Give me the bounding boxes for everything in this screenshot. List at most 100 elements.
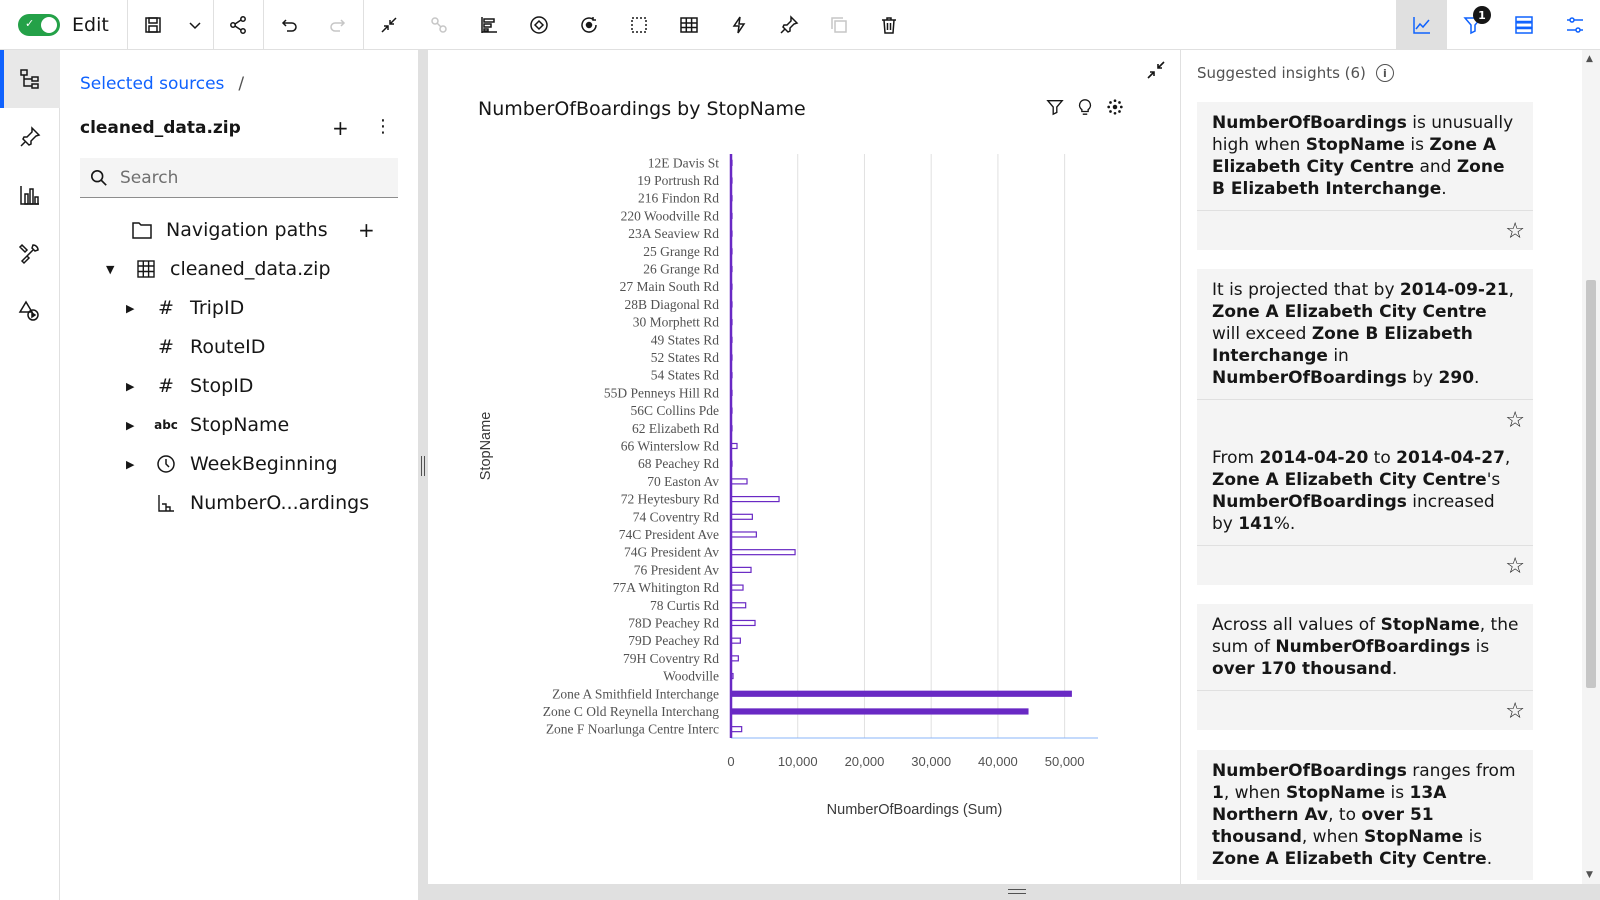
lightning-button[interactable]	[714, 0, 764, 50]
save-options-button[interactable]	[178, 0, 214, 50]
insight-text-run: Across all values of	[1212, 615, 1381, 635]
insight-text-run: is	[1404, 135, 1430, 155]
source-overflow-menu[interactable]: ⋮	[374, 116, 392, 137]
pins-tab[interactable]	[0, 108, 60, 166]
bar	[730, 531, 757, 538]
toolbar: ✓ Edit	[0, 0, 1600, 50]
insight-card[interactable]: NumberOfBoardings is unusually high when…	[1197, 102, 1533, 250]
bottom-splitter[interactable]	[418, 884, 1600, 900]
insight-text-run: is	[1470, 637, 1490, 657]
y-tick-label: 56C Collins Pde	[630, 403, 719, 418]
sort-button[interactable]	[464, 0, 514, 50]
tree-item-tripid[interactable]: ▶ # TripID	[126, 290, 244, 326]
data-sources-tab[interactable]	[0, 50, 60, 108]
star-icon[interactable]: ☆	[1505, 554, 1525, 579]
caret-down-icon[interactable]: ▼	[106, 262, 115, 276]
tree-item-stopname[interactable]: ▶ abc StopName	[126, 407, 289, 443]
add-source-button[interactable]: +	[332, 116, 349, 140]
pin-button[interactable]	[764, 0, 814, 50]
panel-splitter[interactable]	[418, 50, 428, 900]
insight-card[interactable]: Across all values of StopName, the sum o…	[1197, 604, 1533, 730]
filters-button[interactable]: 1	[1447, 0, 1498, 50]
fields-button[interactable]	[1498, 0, 1549, 50]
star-icon[interactable]: ☆	[1505, 699, 1525, 724]
tree-item-stopid[interactable]: ▶ # StopID	[126, 368, 253, 404]
star-icon[interactable]: ☆	[1505, 219, 1525, 244]
tree-item-cleaned-data[interactable]: ▼ cleaned_data.zip	[106, 251, 331, 287]
tree-item-navigation-paths[interactable]: Navigation paths	[130, 212, 328, 248]
y-tick-label: 77A Whitington Rd	[613, 580, 720, 595]
animate-button[interactable]	[564, 0, 614, 50]
navigation-tab[interactable]	[0, 282, 60, 340]
insights-button[interactable]	[1396, 0, 1447, 50]
forecast-icon[interactable]	[1106, 98, 1124, 116]
insight-text-run: .	[1486, 849, 1493, 869]
bar-chart: 0 10,000 20,000 30,000 40,000 50,000 12E Davis…	[478, 154, 1098, 818]
filter-icon[interactable]	[1046, 98, 1064, 116]
y-tick-label: 62 Elizabeth Rd	[632, 421, 719, 436]
pin-icon	[20, 126, 41, 147]
insight-card[interactable]: It is projected that by 2014-09-21, Zone…	[1197, 269, 1533, 439]
drill-button[interactable]	[414, 0, 464, 50]
select-button[interactable]	[614, 0, 664, 50]
scroll-up-icon[interactable]: ▲	[1586, 54, 1593, 64]
lightning-icon	[732, 16, 746, 33]
collapse-icon[interactable]	[1144, 58, 1168, 82]
save-button[interactable]	[128, 0, 178, 50]
visualization-type-button[interactable]	[514, 0, 564, 50]
lightbulb-icon[interactable]	[1076, 98, 1094, 116]
tree-item-label: StopName	[190, 414, 290, 436]
y-tick-label: 28B Diagonal Rd	[625, 297, 720, 312]
chart-title: NumberOfBoardings by StopName	[478, 98, 806, 120]
insight-highlight: 13A Northern Av	[1212, 783, 1447, 825]
add-navigation-path-button[interactable]: +	[358, 218, 375, 242]
trash-icon	[881, 16, 896, 34]
duplicate-button[interactable]	[814, 0, 864, 50]
edit-mode-toggle[interactable]: ✓	[18, 13, 60, 36]
insight-highlight: over 51 thousand	[1212, 805, 1434, 847]
edit-toggle-group[interactable]: ✓ Edit	[0, 0, 128, 50]
tree-item-label: NumberO...ardings	[190, 492, 370, 514]
properties-button[interactable]	[1549, 0, 1600, 50]
table-view-button[interactable]	[664, 0, 714, 50]
info-icon[interactable]: i	[1375, 64, 1394, 82]
bar	[730, 549, 796, 556]
selected-sources-link[interactable]: Selected sources	[80, 74, 225, 94]
chevron-down-icon	[189, 21, 201, 29]
insight-card[interactable]: From 2014-04-20 to 2014-04-27, Zone A El…	[1197, 437, 1533, 585]
insight-highlight: Zone A Elizabeth City Centre	[1212, 849, 1487, 869]
insight-text-run: %.	[1273, 514, 1296, 534]
delete-button[interactable]	[864, 0, 914, 50]
insight-card-footer: ☆	[1197, 545, 1533, 585]
star-icon[interactable]: ☆	[1505, 408, 1525, 433]
plus-icon: +	[332, 116, 349, 140]
caret-right-icon[interactable]: ▶	[126, 418, 135, 432]
insight-card-footer: ☆	[1197, 399, 1533, 439]
redo-button[interactable]	[314, 0, 364, 50]
tree-item-numberofboardings[interactable]: NumberO...ardings	[154, 485, 369, 521]
scroll-down-icon[interactable]: ▼	[1586, 870, 1593, 880]
assets-tab[interactable]	[0, 224, 60, 282]
insights-scrollbar[interactable]: ▲ ▼	[1582, 50, 1600, 884]
caret-right-icon[interactable]: ▶	[126, 379, 135, 393]
insight-text-run: in	[1327, 346, 1349, 366]
scrollbar-thumb[interactable]	[1586, 280, 1596, 688]
share-button[interactable]	[214, 0, 264, 50]
drill-icon	[431, 16, 447, 33]
collapse-icon	[381, 16, 397, 33]
tree-item-weekbeginning[interactable]: ▶ WeekBeginning	[126, 446, 338, 482]
search-input[interactable]: Search	[80, 158, 398, 198]
undo-button[interactable]	[264, 0, 314, 50]
caret-right-icon[interactable]: ▶	[126, 301, 135, 315]
insight-card[interactable]: NumberOfBoardings ranges from 1, when St…	[1197, 750, 1533, 880]
tree-item-label: RouteID	[190, 336, 266, 358]
y-tick-label: Woodville	[663, 669, 719, 684]
clock-icon	[154, 454, 178, 474]
insight-text-run: is unusually high when	[1212, 113, 1514, 155]
collapse-button[interactable]	[364, 0, 414, 50]
visualizations-tab[interactable]	[0, 166, 60, 224]
edit-label: Edit	[72, 13, 109, 36]
caret-right-icon[interactable]: ▶	[126, 457, 135, 471]
tree-item-routeid[interactable]: # RouteID	[154, 329, 265, 365]
bar	[730, 690, 1072, 697]
